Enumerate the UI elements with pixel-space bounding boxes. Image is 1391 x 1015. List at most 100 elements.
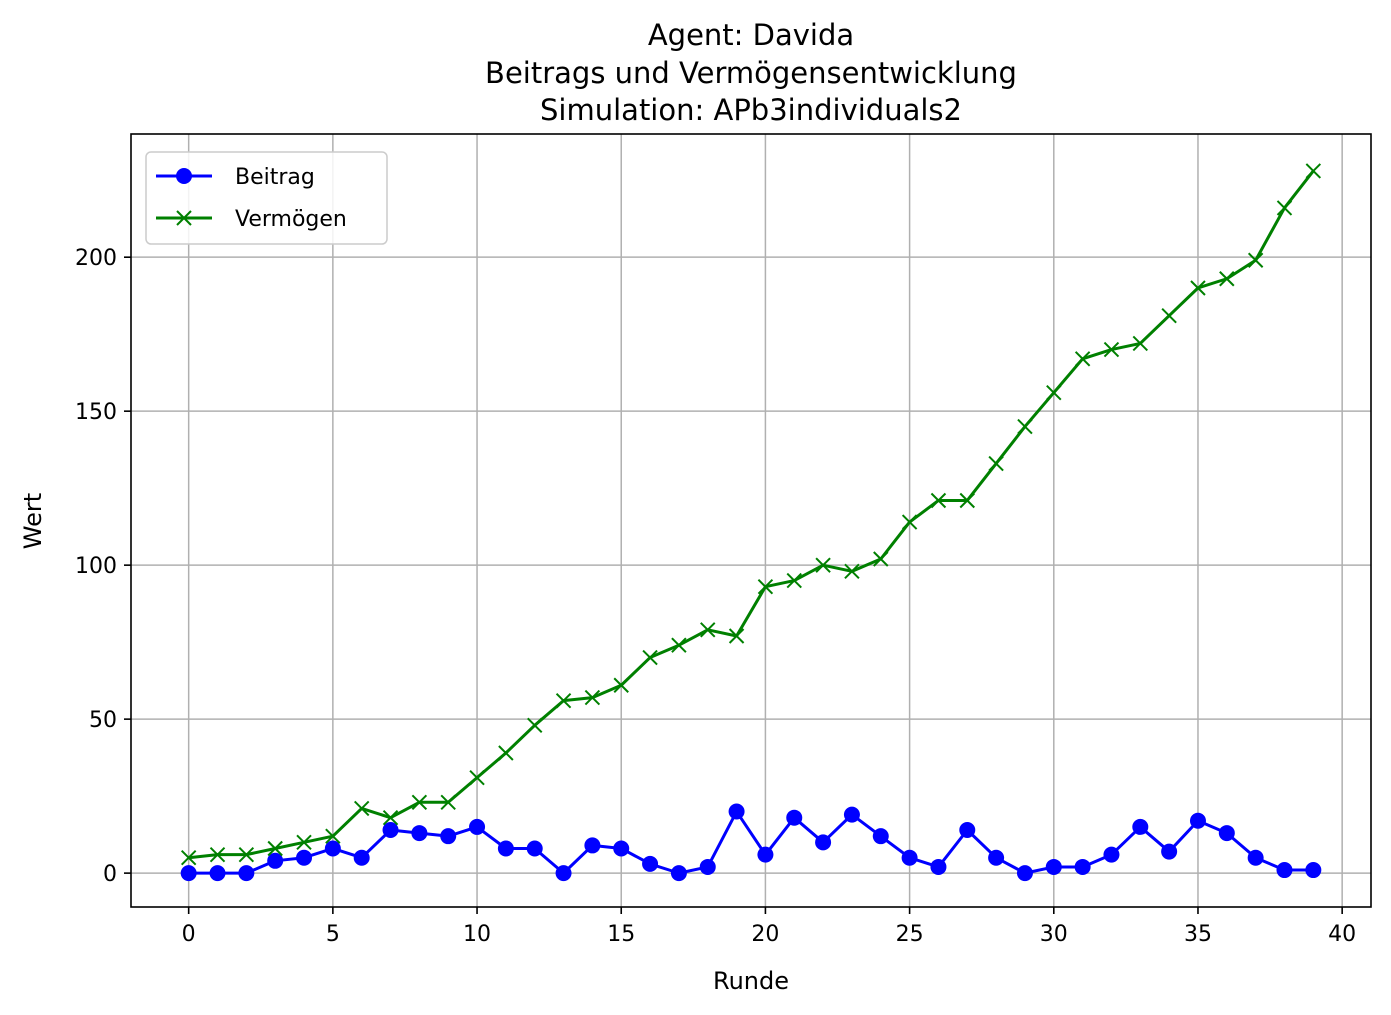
- data-point: [584, 837, 601, 854]
- data-point: [296, 849, 313, 866]
- data-point: [815, 557, 831, 573]
- data-point: [353, 800, 370, 817]
- series-line: [188, 170, 1315, 860]
- data-point: [238, 846, 255, 863]
- data-point: [527, 717, 543, 734]
- data-point: [584, 689, 601, 706]
- data-point: [238, 865, 255, 882]
- data-point: [209, 865, 226, 882]
- data-point: [1276, 200, 1293, 216]
- chart-title: Agent: Davida Beitrags und Vermögensentw…: [485, 18, 1017, 127]
- data-point: [1247, 252, 1264, 268]
- legend-marker: [176, 168, 192, 184]
- data-point: [844, 563, 860, 580]
- data-point: [267, 840, 283, 857]
- data-point: [671, 637, 687, 653]
- data-point: [324, 840, 341, 857]
- data-point: [555, 692, 572, 709]
- data-point: [959, 492, 975, 509]
- chart-title-line-2: Beitrags und Vermögensentwicklung: [485, 56, 1017, 90]
- y-tick-label: 150: [75, 400, 117, 425]
- data-point: [757, 846, 774, 863]
- grid-lines: [131, 134, 1371, 907]
- data-point: [670, 865, 687, 882]
- data-point: [1017, 418, 1033, 435]
- data-point: [988, 849, 1005, 866]
- data-point: [930, 492, 947, 509]
- data-point: [757, 579, 774, 595]
- data-point: [1045, 858, 1062, 875]
- y-tick-label: 50: [89, 708, 117, 733]
- plot-area-frame: [130, 133, 1372, 908]
- data-point: [497, 840, 514, 857]
- data-point: [1247, 849, 1264, 866]
- data-point: [1132, 818, 1149, 835]
- data-point: [815, 834, 832, 851]
- data-point: [180, 865, 197, 882]
- x-axis-label: Runde: [713, 967, 789, 995]
- data-point: [613, 677, 629, 693]
- data-point: [613, 840, 630, 857]
- data-point: [786, 809, 803, 826]
- x-tick-label: 35: [1184, 922, 1212, 947]
- data-point: [843, 806, 860, 823]
- data-point: [180, 850, 197, 866]
- data-point: [988, 455, 1004, 472]
- data-point: [901, 849, 918, 866]
- data-point: [642, 855, 659, 872]
- data-point: [699, 858, 716, 875]
- data-point: [1190, 280, 1206, 296]
- data-point: [1016, 865, 1033, 882]
- axis-ticks: 0 5 10 15 20 25 30 35 40 0 50 100 150 200: [75, 246, 1356, 947]
- legend-marker: [176, 210, 192, 226]
- chart-title-line-3: Simulation: APb3individuals2: [540, 93, 962, 127]
- x-tick-label: 0: [182, 922, 196, 947]
- legend-label: Beitrag: [235, 165, 315, 190]
- series-beitrag: [180, 803, 1322, 882]
- data-point: [469, 818, 486, 835]
- series-vermoegen: [180, 163, 1322, 866]
- data-point: [267, 852, 284, 869]
- data-point: [1046, 384, 1062, 401]
- x-tick-label: 25: [896, 922, 924, 947]
- x-tick-label: 10: [463, 922, 491, 947]
- legend-entry: Vermögen: [156, 207, 347, 232]
- data-point: [959, 822, 976, 839]
- data-point: [440, 794, 456, 810]
- legend-entry: Beitrag: [156, 165, 315, 190]
- chart-title-line-1: Agent: Davida: [648, 18, 854, 52]
- x-tick-label: 20: [751, 922, 779, 947]
- data-point: [411, 794, 428, 810]
- data-point: [642, 649, 658, 666]
- data-point: [1305, 163, 1322, 179]
- y-tick-label: 0: [103, 862, 117, 887]
- x-tick-label: 15: [607, 922, 635, 947]
- data-point: [1218, 825, 1235, 842]
- x-tick-label: 30: [1040, 922, 1068, 947]
- data-point: [1103, 846, 1120, 863]
- legend: Beitrag Vermögen: [145, 151, 388, 245]
- data-point: [440, 828, 457, 845]
- data-point: [555, 865, 572, 882]
- x-tick-label: 40: [1328, 922, 1356, 947]
- data-point: [382, 809, 399, 826]
- data-point: [1161, 307, 1177, 324]
- data-point: [296, 834, 312, 851]
- data-point: [930, 858, 947, 875]
- series-layer: [180, 163, 1322, 882]
- data-point: [1074, 858, 1091, 875]
- data-point: [325, 828, 341, 844]
- data-point: [382, 822, 399, 839]
- data-point: [901, 514, 918, 530]
- data-point: [353, 849, 370, 866]
- data-point: [1132, 335, 1149, 352]
- data-point: [1219, 271, 1235, 287]
- y-tick-label: 200: [75, 246, 117, 271]
- data-point: [728, 803, 745, 820]
- series-line: [188, 810, 1314, 875]
- data-point: [872, 828, 889, 845]
- data-point: [498, 745, 514, 761]
- data-point: [526, 840, 543, 857]
- data-point: [209, 846, 226, 863]
